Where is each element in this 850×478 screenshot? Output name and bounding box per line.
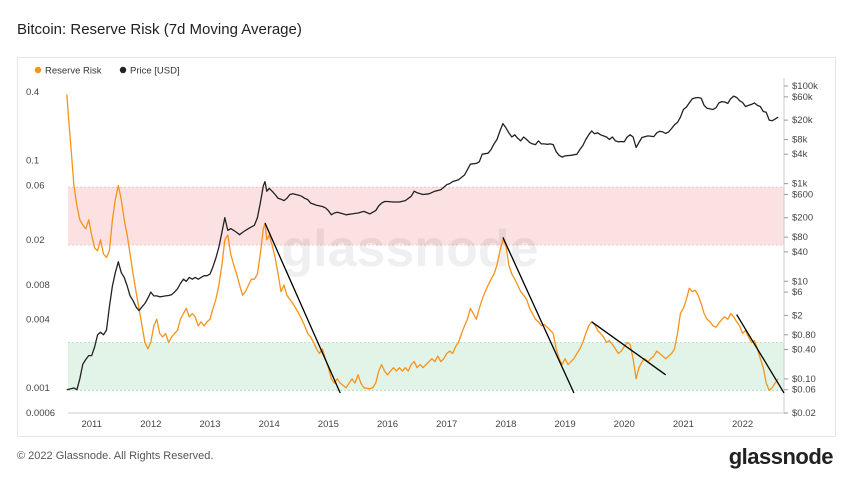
trend-lines — [264, 222, 785, 394]
trend-line-2 — [502, 237, 575, 394]
right-tick: $1k — [792, 179, 808, 190]
x-tick-2011: 2011 — [81, 419, 101, 430]
right-tick: $0.10 — [792, 374, 816, 385]
left-tick: 0.02 — [26, 235, 45, 246]
price-line[interactable] — [66, 95, 779, 391]
right-tick: $20k — [792, 115, 813, 126]
legend[interactable]: Reserve Risk Price [USD] — [34, 66, 180, 77]
right-tick: $100k — [792, 81, 818, 92]
right-tick: $6 — [792, 287, 803, 298]
red-band — [68, 187, 784, 245]
right-tick: $60k — [792, 92, 813, 103]
chart-title: Bitcoin: Reserve Risk (7d Moving Average… — [17, 21, 302, 38]
right-tick: $200 — [792, 213, 813, 224]
x-tick-2020: 2020 — [614, 419, 635, 430]
legend-reserve-risk-label: Reserve Risk — [45, 66, 102, 77]
right-tick: $8k — [792, 135, 808, 146]
x-tick-2015: 2015 — [318, 419, 339, 430]
left-tick: 0.008 — [26, 280, 50, 291]
right-tick: $600 — [792, 189, 813, 200]
x-tick-2022: 2022 — [732, 419, 753, 430]
right-tick: $10 — [792, 276, 808, 287]
legend-price-marker — [119, 66, 127, 74]
x-tick-2021: 2021 — [673, 419, 694, 430]
right-tick: $40 — [792, 247, 808, 258]
legend-reserve-risk-marker — [34, 66, 42, 74]
x-tick-2013: 2013 — [199, 419, 220, 430]
left-axis-ticks: 0.4 0.1 0.06 0.02 0.008 0.004 0.001 0.0006 — [26, 87, 55, 419]
series-layer — [66, 94, 779, 391]
left-tick: 0.1 — [26, 155, 39, 166]
x-tick-2017: 2017 — [436, 419, 457, 430]
right-tick: $0.02 — [792, 408, 816, 419]
left-tick: 0.06 — [26, 181, 45, 192]
left-tick: 0.004 — [26, 314, 50, 325]
right-tick: $0.40 — [792, 344, 816, 355]
trend-line-3 — [591, 321, 667, 376]
right-tick: $80 — [792, 232, 808, 243]
right-tick: $0.06 — [792, 385, 816, 396]
trend-line-4 — [736, 314, 785, 394]
zone-bands — [68, 186, 784, 391]
x-axis-ticks: 2011 2012 2013 2014 2015 2016 2017 2018 2019 2020… — [68, 412, 784, 430]
reserve-risk-line[interactable] — [66, 94, 779, 391]
right-tick: $0.80 — [792, 330, 816, 341]
x-tick-2018: 2018 — [495, 419, 516, 430]
left-tick: 0.4 — [26, 87, 39, 98]
legend-price-label: Price [USD] — [130, 66, 180, 77]
copyright-footer: © 2022 Glassnode. All Rights Reserved. — [17, 450, 214, 462]
chart-panel: glassnode 2011 2012 2013 2014 2015 2016 2017 20… — [17, 57, 836, 437]
right-tick: $2 — [792, 310, 803, 321]
right-tick: $4k — [792, 149, 808, 160]
trend-line-1 — [264, 222, 341, 394]
green-band — [68, 342, 784, 391]
left-tick: 0.001 — [26, 383, 50, 394]
x-tick-2012: 2012 — [140, 419, 161, 430]
x-tick-2019: 2019 — [554, 419, 575, 430]
chart-svg[interactable]: glassnode 2011 2012 2013 2014 2015 2016 2017 20… — [18, 58, 835, 436]
right-axis-ticks: $100k$60k$20k$8k$4k$1k$600$200$80$40$10$… — [783, 78, 818, 419]
left-tick: 0.0006 — [26, 408, 55, 419]
x-tick-2014: 2014 — [259, 419, 280, 430]
x-tick-2016: 2016 — [377, 419, 398, 430]
glassnode-logo[interactable]: glassnode — [728, 444, 834, 469]
